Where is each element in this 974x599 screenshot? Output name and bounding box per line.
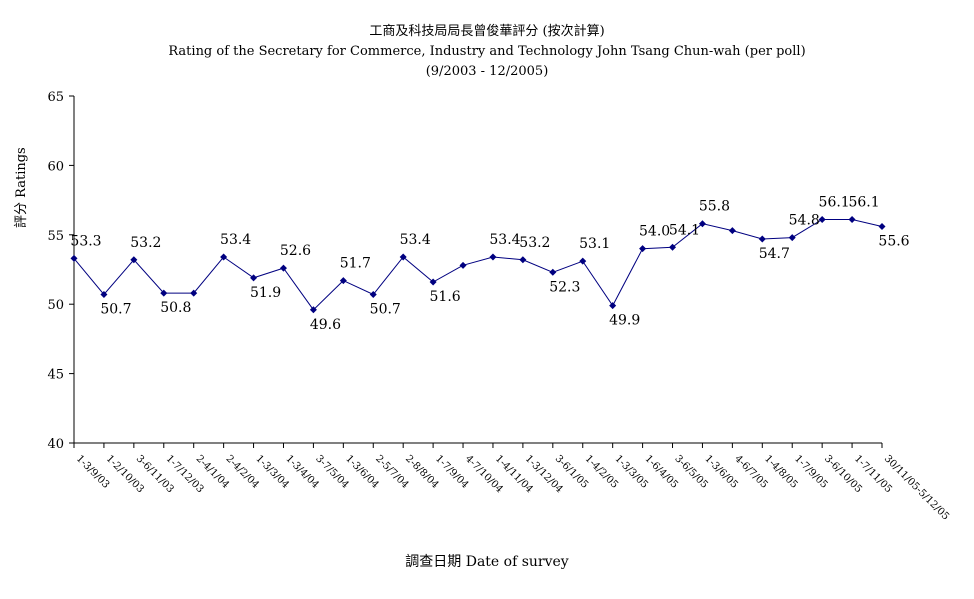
data-label: 50.7 [370,301,401,317]
data-point [220,253,228,261]
data-point [160,289,168,297]
data-label: 50.8 [160,300,191,316]
data-label: 54.1 [669,222,700,238]
data-label: 52.6 [280,243,311,259]
x-axis-label: 調查日期 Date of survey [405,554,569,570]
data-label: 53.4 [400,232,431,248]
data-point [369,290,377,298]
data-point [609,302,617,310]
data-point [309,306,317,314]
data-point [728,227,736,235]
y-tick-label: 40 [47,437,64,452]
data-point [489,253,497,261]
data-point [279,264,287,272]
data-point [429,278,437,286]
data-point [339,277,347,285]
data-point [519,256,527,264]
data-label: 56.1 [848,195,879,211]
data-label: 56.1 [819,195,850,211]
data-label: 53.4 [489,232,520,248]
data-label: 53.2 [130,235,161,251]
data-label: 51.7 [340,256,371,272]
data-point [549,268,557,276]
data-point [788,234,796,242]
data-label: 52.3 [549,279,580,295]
y-tick-label: 60 [47,159,64,174]
data-point [100,290,108,298]
chart-subtitle: Rating of the Secretary for Commerce, In… [168,44,806,59]
y-axis-label: 評分 Ratings [14,147,29,228]
y-tick-label: 45 [47,368,64,383]
data-point [639,245,647,253]
data-point [399,253,407,261]
data-label: 51.6 [430,289,461,305]
data-label: 55.8 [699,199,730,215]
data-label: 55.6 [878,233,909,249]
data-label: 54.7 [759,246,790,262]
data-label: 53.2 [519,235,550,251]
series-line [73,219,883,311]
data-label: 54.0 [639,224,670,240]
data-label: 53.4 [220,232,251,248]
y-tick-label: 65 [47,90,64,105]
chart-titles: 工商及科技局局長曾俊華評分 (按次計算) Rating of the Secre… [0,22,974,82]
data-label: 49.9 [609,313,640,329]
data-point [250,274,258,282]
data-point [669,243,677,251]
data-point [190,289,198,297]
data-point [698,220,706,228]
data-point [878,222,886,230]
chart-title: 工商及科技局局長曾俊華評分 (按次計算) [369,24,605,39]
y-tick-label: 55 [47,229,64,244]
data-point [579,257,587,265]
data-point [758,235,766,243]
data-point [818,216,826,224]
data-label: 51.9 [250,285,281,301]
data-point [130,256,138,264]
data-label: 53.3 [70,233,101,249]
data-label: 53.1 [579,236,610,252]
data-label: 54.8 [789,213,820,229]
y-tick-label: 50 [47,298,64,313]
data-label: 49.6 [310,317,341,333]
data-point [459,261,467,269]
data-point [70,254,78,262]
chart-period: (9/2003 - 12/2005) [425,64,549,79]
data-point [848,216,856,224]
data-label: 50.7 [100,301,131,317]
